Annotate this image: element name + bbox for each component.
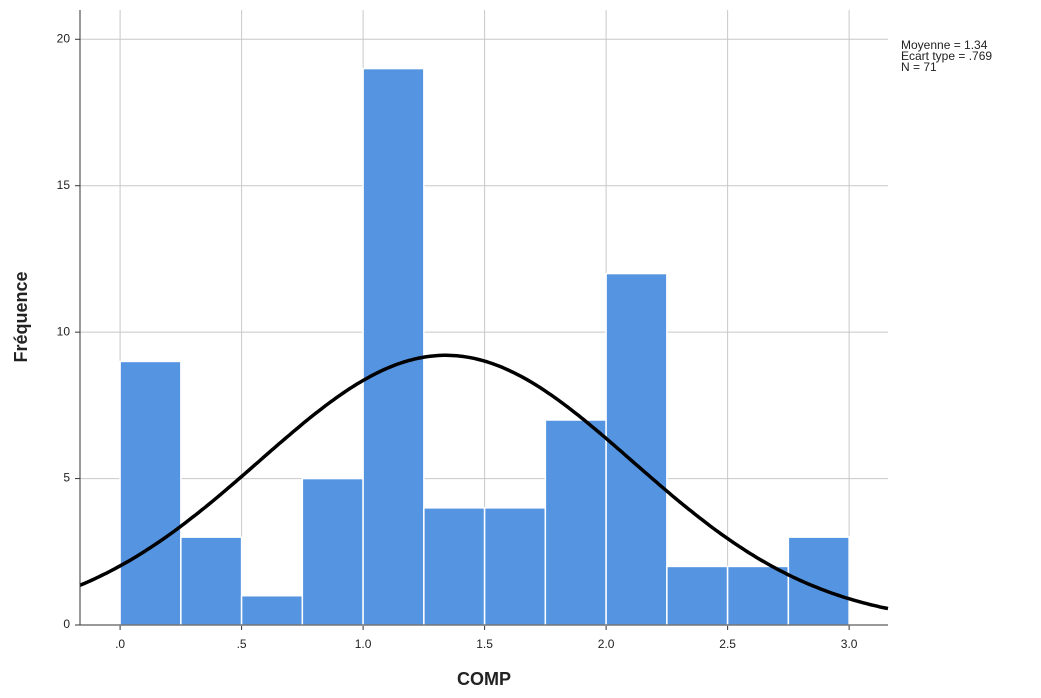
bar: [483, 507, 547, 626]
y-tick-label: 15: [57, 178, 71, 192]
x-tick-label: 2.5: [719, 637, 736, 651]
normal-curve: [79, 353, 889, 611]
bar: [726, 565, 790, 626]
y-axis-label: Fréquence: [11, 271, 31, 362]
bar: [787, 536, 850, 626]
bar: [544, 419, 607, 626]
x-axis-label: COMP: [457, 669, 511, 689]
bar: [119, 360, 182, 626]
bar: [362, 67, 425, 626]
bar: [180, 536, 243, 626]
y-tick-label: 10: [57, 324, 71, 338]
x-tick-label: .0: [115, 637, 125, 651]
x-tick-label: .5: [237, 637, 247, 651]
bar: [301, 477, 364, 626]
stats-text: Moyenne = 1.34: [901, 38, 988, 52]
bar: [423, 507, 486, 626]
x-tick-label: 1.5: [476, 637, 493, 651]
bar: [605, 272, 668, 626]
x-tick-label: 1.0: [355, 637, 372, 651]
bar: [240, 594, 304, 626]
stats-text: N = 71: [901, 60, 937, 74]
y-tick-label: 0: [63, 617, 70, 631]
x-tick-label: 2.0: [598, 637, 615, 651]
x-tick-label: 3.0: [841, 637, 858, 651]
y-tick-label: 20: [57, 31, 71, 45]
bar: [666, 565, 729, 626]
y-tick-label: 5: [63, 471, 70, 485]
stats-text: Ecart type = .769: [901, 49, 992, 63]
